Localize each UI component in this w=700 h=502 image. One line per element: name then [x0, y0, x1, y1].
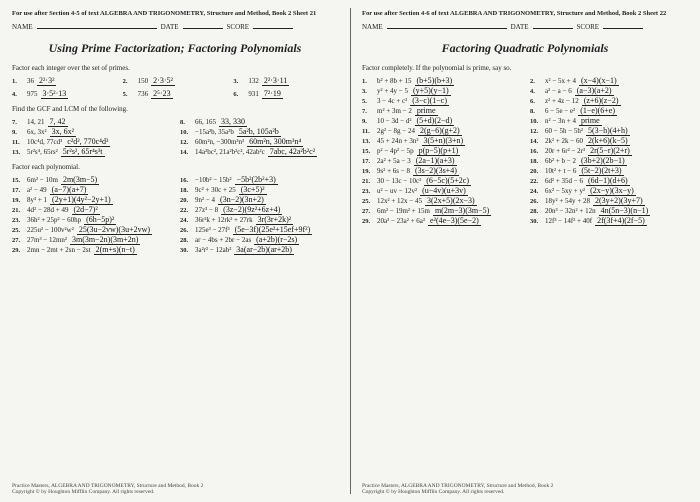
problem: 1.362²·3²	[12, 76, 117, 86]
problem: 9.6x, 3x²3x, 6x²	[12, 127, 170, 137]
problem: 18.9c² + 30c + 25(3c+5)²	[180, 185, 338, 195]
problem: 19.8y³ + 1(2y+1)(4y²−2y+1)	[12, 195, 170, 205]
problem: 23.36h² + 25p² − 60hp(6h−5p)²	[12, 215, 170, 225]
meta-right: NAME DATE SCORE	[362, 23, 688, 31]
instr-2: Find the GCF and LCM of the following.	[12, 105, 338, 113]
problem: 17.a² − 49(a−7)(a+7)	[12, 185, 170, 195]
problem: 11.10c⁴d, 77cd³c²d², 770c⁴d³	[12, 137, 170, 147]
instr-1: Factor each integer over the set of prim…	[12, 64, 338, 72]
problem: 8.6 − 5e − e²(1−e)(6+e)	[530, 106, 688, 116]
problem: 24.36r²k + 12rk² + 27rk3r(3r+2k)²	[180, 215, 338, 225]
header-left: For use after Section 4-5 of text ALGEBR…	[12, 10, 338, 17]
page-divider	[350, 8, 351, 494]
problem: 5.7362⁵·23	[123, 89, 228, 99]
problem: 6.z² + 4z − 12(z+6)(z−2)	[530, 96, 688, 106]
problem: 30.3a²r² − 12ab²3a(ar−2b)(ar+2b)	[180, 245, 338, 255]
problem: 28.ar − 4bs + 2br − 2as(a+2b)(r−2s)	[180, 235, 338, 245]
problem: 26.18y² + 54y + 282(3y+2)(3y+7)	[530, 196, 688, 206]
problem: 1.b² + 8b + 15(b+5)(b+3)	[362, 76, 520, 86]
problem: 12.60m²n, −300m³n³60m²n, 300m³n⁴	[180, 137, 338, 147]
problem: 15.p² − 4p² − 5pp(p−5)(p+1)	[362, 146, 520, 156]
date-label: DATE	[161, 23, 179, 31]
problem: 19.9s² + 6s − 8(3s−2)(3s+4)	[362, 166, 520, 176]
problem: 20.9n² − 4(3n−2)(3n+2)	[180, 195, 338, 205]
problem: 26.125e³ − 27f³(5e−3f)(25e²+15ef+9f²)	[180, 225, 338, 235]
problem: 10.−15a²b, 35a²b5a²b, 105a²b	[180, 127, 338, 137]
problem: 27.6m² − 19m² + 15mm(2m−3)(3m−5)	[362, 206, 520, 216]
problem: 24.6x² − 5xy + y²(2x−y)(3x−y)	[530, 186, 688, 196]
header-right: For use after Section 4-6 of text ALGEBR…	[362, 10, 688, 17]
problem: 2.1502·3·5²	[123, 76, 228, 86]
score-label: SCORE	[227, 23, 250, 31]
problem: 28.20n³ − 32n² + 12n4n(5n−3)(n−1)	[530, 206, 688, 216]
score-label: SCORE	[577, 23, 600, 31]
date-blank	[183, 28, 223, 29]
title-right: Factoring Quadratic Polynomials	[362, 41, 688, 56]
problem: 7.m² + 3m − 2prime	[362, 106, 520, 116]
footer-right: Practice Masters, ALGEBRA AND TRIGONOMET…	[362, 483, 688, 496]
name-label: NAME	[362, 23, 383, 31]
name-label: NAME	[12, 23, 33, 31]
problem: 6.9317²·19	[233, 89, 338, 99]
problem: 16.−10b² − 15b²−5b²(2b²+3)	[180, 175, 338, 185]
problem: 10.n² − 3n + 4prime	[530, 116, 688, 126]
problem: 29.2mn − 2mt + 2sn − 2st2(m+s)(n−t)	[12, 245, 170, 255]
problem: 9.10 − 3d − d²(5+d)(2−d)	[362, 116, 520, 126]
problem: 27.27m³ − 12mn²3m(3m−2n)(3m+2n)	[12, 235, 170, 245]
problem: 23.u² − uv − 12v²(u−4v)(u+3v)	[362, 186, 520, 196]
problem: 30.12f³ − 14f² + 40f2f(3f+4)(2f−5)	[530, 216, 688, 226]
score-blank	[603, 28, 643, 29]
problem: 16.20r + 6r² − 2r³2r(5−r)(2+r)	[530, 146, 688, 156]
problem: 2.x² − 5x + 4(x−4)(x−1)	[530, 76, 688, 86]
problem: 4.9753·5²·13	[12, 89, 117, 99]
worksheet-left: For use after Section 4-5 of text ALGEBR…	[0, 0, 350, 502]
problem: 3.1322²·3·11	[233, 76, 338, 86]
problem: 3.y² + 4y − 5(y+5)(y−1)	[362, 86, 520, 96]
problem: 14.14a²bc², 21a²b²c², 42ab²c7abc, 42a²b²…	[180, 147, 338, 157]
problem: 22.6d² + 35d − 6(6d−1)(d+6)	[530, 176, 688, 186]
problem: 17.2a² + 5a − 3(2a−1)(a+3)	[362, 156, 520, 166]
worksheet-right: For use after Section 4-6 of text ALGEBR…	[350, 0, 700, 502]
problem: 14.2k² + 2k − 602(k+6)(k−5)	[530, 136, 688, 146]
date-blank	[533, 28, 573, 29]
problem: 25.225u² − 100v²w²25(3u−2vw)(3u+2vw)	[12, 225, 170, 235]
score-blank	[253, 28, 293, 29]
problem: 20.10t² + t − 6(5t−2)(2t+3)	[530, 166, 688, 176]
problem: 25.12x² + 12x − 453(2x+5)(2x−3)	[362, 196, 520, 206]
problem: 15.6m² − 10m2m(3m−5)	[12, 175, 170, 185]
title-left: Using Prime Factorization; Factoring Pol…	[12, 41, 338, 56]
problem: 29.20a³ − 23a² + 6a³e²(4e−3)(5e−2)	[362, 216, 520, 226]
problem: 13.5r²s⁴, 65rs²5r²s², 65r⁴s³t	[12, 147, 170, 157]
problem: 13.45 + 24n + 3n²3(5+n)(3+n)	[362, 136, 520, 146]
problem: 21.4d² − 28d + 49(2d−7)²	[12, 205, 170, 215]
instr-r1: Factor completely. If the polynomial is …	[362, 64, 688, 72]
problem: 11.2g² − 8g − 242(g−6)(g+2)	[362, 126, 520, 136]
problem: 8.66, 16533, 330	[180, 117, 338, 127]
problem: 22.27z³ − 8(3z−2)(9z²+6z+4)	[180, 205, 338, 215]
problem: 4.a² − a − 6(a−3)(a+2)	[530, 86, 688, 96]
footer-left: Practice Masters, ALGEBRA AND TRIGONOMET…	[12, 483, 338, 496]
problem: 7.14, 217, 42	[12, 117, 170, 127]
name-blank	[37, 28, 157, 29]
date-label: DATE	[511, 23, 529, 31]
problem: 21.30 − 13c − 10c²(6−5c)(5+2c)	[362, 176, 520, 186]
instr-3: Factor each polynomial.	[12, 163, 338, 171]
name-blank	[387, 28, 507, 29]
problem: 18.6b² + b − 2(3b+2)(2b−1)	[530, 156, 688, 166]
problem: 5.3 − 4c + c²(3−c)(1−c)	[362, 96, 520, 106]
problem: 12.60 − 5h − 5h²5(3−h)(4+h)	[530, 126, 688, 136]
meta-left: NAME DATE SCORE	[12, 23, 338, 31]
